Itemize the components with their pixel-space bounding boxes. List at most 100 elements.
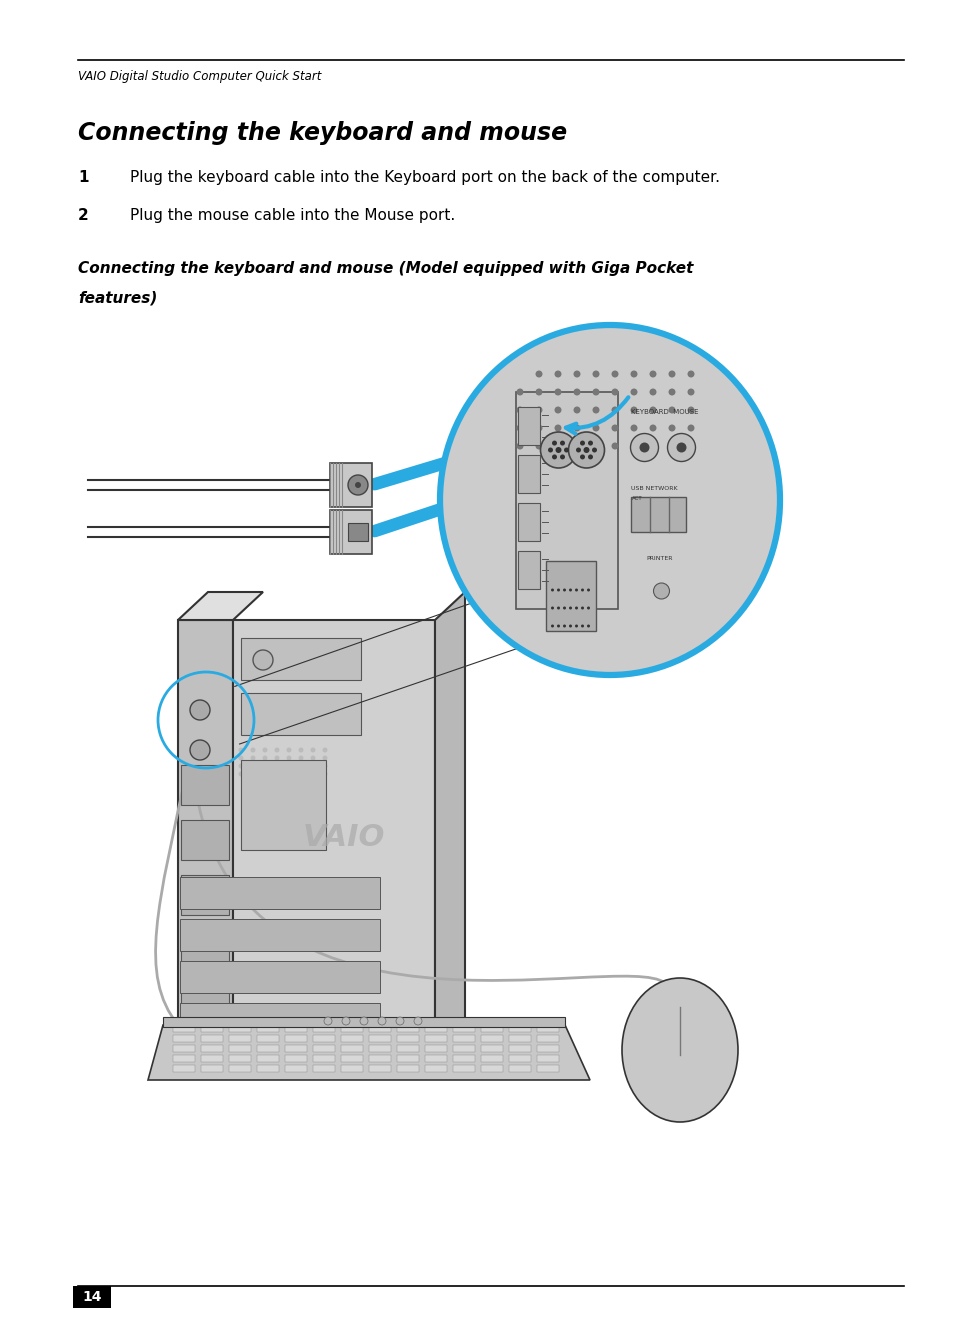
Circle shape — [554, 370, 561, 378]
Circle shape — [687, 425, 694, 431]
Bar — [172, 1025, 194, 1032]
Text: Plug the mouse cable into the Mouse port.: Plug the mouse cable into the Mouse port… — [131, 208, 455, 222]
Bar — [180, 961, 379, 993]
Bar — [453, 1065, 475, 1072]
Bar — [518, 502, 540, 540]
Circle shape — [310, 756, 315, 761]
Circle shape — [583, 448, 589, 453]
Circle shape — [649, 389, 656, 395]
Bar — [369, 1055, 391, 1063]
Text: KEYBOARD  MOUSE: KEYBOARD MOUSE — [631, 409, 699, 415]
Circle shape — [573, 425, 579, 431]
Bar — [631, 497, 686, 532]
Text: Plug the keyboard cable into the Keyboard port on the back of the computer.: Plug the keyboard cable into the Keyboar… — [131, 170, 720, 185]
Circle shape — [630, 370, 637, 378]
Bar — [509, 1045, 531, 1052]
Bar — [180, 876, 379, 909]
Circle shape — [630, 389, 637, 395]
Circle shape — [592, 442, 598, 449]
Circle shape — [322, 748, 327, 753]
Polygon shape — [233, 620, 435, 1055]
Circle shape — [649, 370, 656, 378]
Circle shape — [557, 624, 559, 627]
Circle shape — [575, 607, 578, 610]
Bar — [537, 1034, 558, 1043]
Text: 14: 14 — [82, 1290, 102, 1304]
Circle shape — [359, 1017, 368, 1025]
Ellipse shape — [621, 978, 738, 1122]
Circle shape — [190, 740, 210, 760]
Bar — [229, 1025, 251, 1032]
Circle shape — [190, 699, 210, 720]
Circle shape — [286, 748, 292, 753]
Circle shape — [592, 425, 598, 431]
Bar — [181, 765, 229, 805]
Circle shape — [286, 764, 292, 769]
Bar — [509, 1034, 531, 1043]
Circle shape — [586, 588, 589, 591]
Circle shape — [324, 1017, 332, 1025]
Circle shape — [551, 624, 554, 627]
Circle shape — [251, 764, 255, 769]
Circle shape — [668, 425, 675, 431]
Text: features): features) — [78, 291, 157, 306]
Bar — [172, 1055, 194, 1063]
Circle shape — [552, 441, 557, 446]
Circle shape — [274, 756, 279, 761]
Circle shape — [274, 764, 279, 769]
Text: VAIO: VAIO — [302, 823, 385, 852]
Circle shape — [262, 756, 267, 761]
Circle shape — [573, 370, 579, 378]
Circle shape — [557, 588, 559, 591]
Circle shape — [559, 454, 564, 460]
Bar — [330, 464, 372, 507]
Circle shape — [562, 607, 565, 610]
Text: ACT: ACT — [631, 497, 641, 501]
Bar — [172, 1045, 194, 1052]
Bar — [181, 875, 229, 915]
Circle shape — [611, 389, 618, 395]
Circle shape — [630, 434, 658, 461]
Bar — [229, 1045, 251, 1052]
Bar — [518, 551, 540, 588]
Bar — [340, 1065, 363, 1072]
Bar — [340, 1034, 363, 1043]
Circle shape — [668, 406, 675, 414]
Bar — [369, 1034, 391, 1043]
Bar — [313, 1065, 335, 1072]
Bar — [229, 1055, 251, 1063]
Text: PRINTER: PRINTER — [646, 556, 672, 561]
Bar — [396, 1025, 418, 1032]
Bar — [181, 985, 229, 1025]
Bar — [340, 1055, 363, 1063]
Bar — [241, 760, 326, 850]
Polygon shape — [178, 620, 233, 1055]
Circle shape — [668, 442, 675, 449]
Bar — [516, 391, 618, 608]
Circle shape — [562, 588, 565, 591]
Circle shape — [238, 764, 243, 769]
Circle shape — [554, 389, 561, 395]
Circle shape — [552, 454, 557, 460]
Circle shape — [667, 434, 695, 461]
Circle shape — [639, 442, 649, 453]
Bar — [313, 1034, 335, 1043]
Circle shape — [592, 406, 598, 414]
Circle shape — [310, 764, 315, 769]
Bar — [480, 1025, 502, 1032]
Circle shape — [238, 772, 243, 776]
Bar — [369, 1025, 391, 1032]
Circle shape — [535, 442, 542, 449]
Bar — [509, 1065, 531, 1072]
Bar — [424, 1025, 447, 1032]
Circle shape — [298, 748, 303, 753]
Circle shape — [579, 441, 584, 446]
Bar — [453, 1034, 475, 1043]
Bar — [537, 1045, 558, 1052]
Circle shape — [573, 442, 579, 449]
Bar — [201, 1034, 223, 1043]
Circle shape — [274, 748, 279, 753]
Bar — [285, 1065, 307, 1072]
Bar — [369, 1045, 391, 1052]
Circle shape — [562, 624, 565, 627]
